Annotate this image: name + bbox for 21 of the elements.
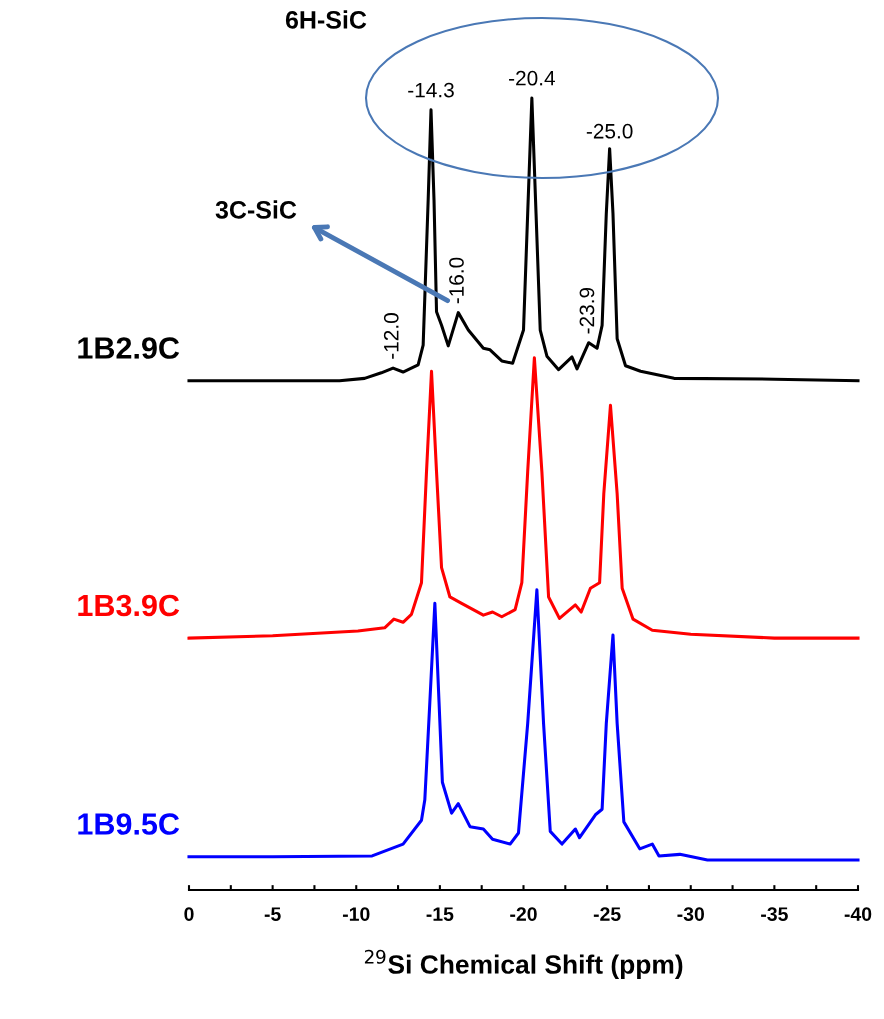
annotation: -14.3 xyxy=(408,82,454,98)
x-tick-label: 0 xyxy=(184,907,194,921)
x-tick-label: -15 xyxy=(426,907,454,921)
x-tick-label: -25 xyxy=(593,907,621,921)
x-tick-label: -10 xyxy=(342,907,370,921)
series-label: 1B2.9C xyxy=(78,337,180,359)
annotation: -16.0 xyxy=(449,257,464,304)
x-tick-label: -20 xyxy=(510,907,537,921)
annotation: -25.0 xyxy=(586,123,633,139)
x-axis-title: $^{29}$Si Chemical Shift (ppm) xyxy=(364,949,683,980)
series-label: 1B3.9C xyxy=(78,594,180,617)
series-label: 1B9.5C xyxy=(78,813,180,835)
x-tick-label: -5 xyxy=(264,907,281,921)
annotation: 3C-SiC xyxy=(215,200,297,219)
x-tick-label: -30 xyxy=(677,907,705,921)
x-tick-label: -40 xyxy=(844,907,872,921)
text: 6H-SiC xyxy=(285,10,367,29)
annotation: -23.9 xyxy=(579,287,595,334)
annotation: -12.0 xyxy=(383,313,399,359)
annotation: -20.4 xyxy=(509,70,555,86)
x-tick-label: -35 xyxy=(761,907,788,921)
